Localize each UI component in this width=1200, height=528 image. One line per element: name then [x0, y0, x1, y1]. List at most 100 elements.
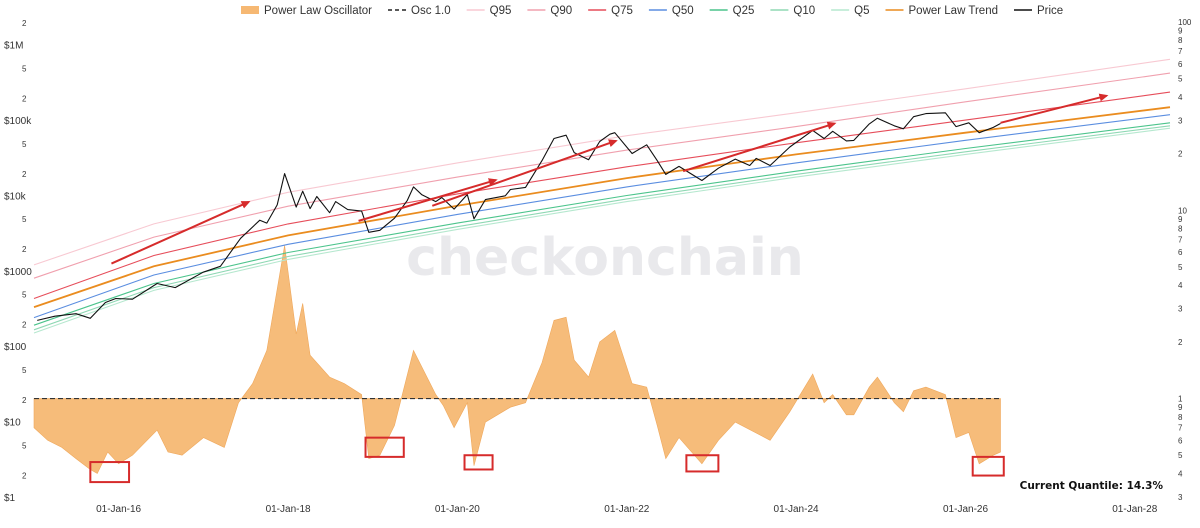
legend-item: Power Law Trend [885, 5, 998, 17]
y-right-tick-label: 4 [1178, 469, 1183, 478]
band-q10 [33, 125, 1171, 331]
y-right-tick-label: 7 [1178, 47, 1183, 56]
legend-label: Price [1037, 5, 1063, 17]
y-right-tick-label: 5 [1178, 75, 1183, 84]
legend-item: Osc 1.0 [388, 5, 451, 17]
band-q95 [33, 58, 1171, 266]
legend-label: Q10 [793, 5, 815, 17]
y-left-tick-label: $1M [4, 41, 23, 52]
bottom-highlight-box [89, 461, 131, 484]
legend-item: Q95 [466, 5, 512, 17]
quantile-bands [33, 58, 1171, 334]
x-tick-label: 01-Jan-24 [774, 504, 819, 515]
y-left-tick-label: 5 [22, 441, 27, 450]
legend-item: Q50 [648, 5, 694, 17]
y-right-tick-label: 5 [1178, 451, 1183, 460]
x-tick-label: 01-Jan-28 [1112, 504, 1157, 515]
legend: Power Law Oscillator Osc 1.0 Q95 Q90 Q75 Q50 Q… [241, 5, 1063, 17]
y-right-tick-label: 9 [1178, 403, 1183, 412]
band-q50 [33, 114, 1171, 319]
y-right-tick-label: 2 [1178, 150, 1183, 159]
y-left-tick-label: 2 [22, 396, 27, 405]
bottom-highlight-box [971, 455, 1005, 477]
x-tick-label: 01-Jan-26 [943, 504, 988, 515]
legend-item: Q10 [770, 5, 815, 17]
trend-arrow [1000, 93, 1109, 124]
y-left-tick-label: $100 [4, 342, 27, 353]
y-left-tick-label: $10k [4, 191, 27, 202]
y-left-tick-label: $1000 [4, 267, 32, 278]
y-right-tick-label: 8 [1178, 413, 1183, 422]
legend-label: Q90 [550, 5, 572, 17]
y-right-tick-label: 8 [1178, 36, 1183, 45]
legend-label: Q75 [611, 5, 633, 17]
legend-label: Q5 [854, 5, 869, 17]
legend-item: Q75 [588, 5, 633, 17]
y-left-tick-label: 2 [22, 170, 27, 179]
watermark: checkonchain [406, 228, 804, 288]
x-tick-label: 01-Jan-16 [96, 504, 141, 515]
legend-swatch [241, 6, 259, 14]
y-right-tick-label: 4 [1178, 281, 1183, 290]
y-left-tick-label: 2 [22, 94, 27, 103]
y-right-tick-label: 100 [1178, 18, 1192, 27]
y-left-tick-label: 5 [22, 366, 27, 375]
band-q75 [33, 91, 1171, 300]
y-right-tick-label: 7 [1178, 235, 1183, 244]
legend-item: Power Law Oscillator [241, 5, 372, 17]
y-left-tick-label: 5 [22, 140, 27, 149]
trend-arrow [682, 121, 837, 173]
legend-item: Q5 [831, 5, 870, 17]
y-right-tick-label: 3 [1178, 493, 1183, 502]
legend-label: Q95 [490, 5, 512, 17]
band-q90 [33, 72, 1171, 279]
bottom-highlight-box [463, 454, 494, 471]
legend-label: Osc 1.0 [411, 5, 451, 17]
y-left-tick-label: $1 [4, 493, 16, 504]
oscillator-area [33, 245, 1001, 474]
x-tick-label: 01-Jan-20 [435, 504, 480, 515]
legend-label: Power Law Oscillator [264, 5, 372, 17]
legend-item: Q25 [709, 5, 755, 17]
band-q5 [33, 127, 1171, 334]
y-left-tick-label: 5 [22, 291, 27, 300]
y-left-tick-label: 5 [22, 215, 27, 224]
annotations [89, 93, 1109, 484]
bottom-highlight-box [364, 436, 405, 458]
y-left-tick-label: 2 [22, 471, 27, 480]
y-left-tick-label: 2 [22, 245, 27, 254]
y-right-tick-label: 2 [1178, 338, 1183, 347]
y-left-tick-label: $100k [4, 116, 32, 127]
legend-item: Price [1014, 5, 1063, 17]
y-right-tick-label: 3 [1178, 116, 1183, 125]
trend-arrow [431, 139, 618, 207]
y-axis-left: 2 $1M 5 2 $100k 5 2 $10k 5 2 $1000 5 2 $100 5 2 $10 5 2 $1 [4, 19, 32, 504]
y-right-tick-label: 10 [1178, 206, 1187, 215]
y-right-tick-label: 7 [1178, 424, 1183, 433]
x-tick-label: 01-Jan-22 [604, 504, 649, 515]
trend-arrow [111, 201, 251, 265]
x-tick-label: 01-Jan-18 [266, 504, 311, 515]
y-right-tick-label: 6 [1178, 60, 1183, 69]
bottom-highlight-box [685, 454, 720, 473]
oscillator-area-group [33, 245, 1001, 474]
band-power-law-trend [33, 106, 1171, 308]
y-right-tick-label: 9 [1178, 215, 1183, 224]
y-right-tick-label: 1 [1178, 395, 1183, 404]
y-left-tick-label: 2 [22, 321, 27, 330]
trend-arrow [358, 178, 498, 222]
x-axis: 01-Jan-16 01-Jan-18 01-Jan-20 01-Jan-22 01-J… [96, 504, 1158, 515]
legend-label: Q25 [733, 5, 755, 17]
y-right-tick-label: 4 [1178, 93, 1183, 102]
legend-label: Q50 [672, 5, 694, 17]
y-right-tick-label: 8 [1178, 225, 1183, 234]
current-quantile-label: Current Quantile: 14.3% [1020, 480, 1164, 492]
y-left-tick-label: 5 [22, 64, 27, 73]
y-right-tick-label: 5 [1178, 263, 1183, 272]
y-left-tick-label: 2 [22, 19, 27, 28]
price-series-group [37, 112, 1001, 321]
y-left-tick-label: $10 [4, 418, 21, 429]
